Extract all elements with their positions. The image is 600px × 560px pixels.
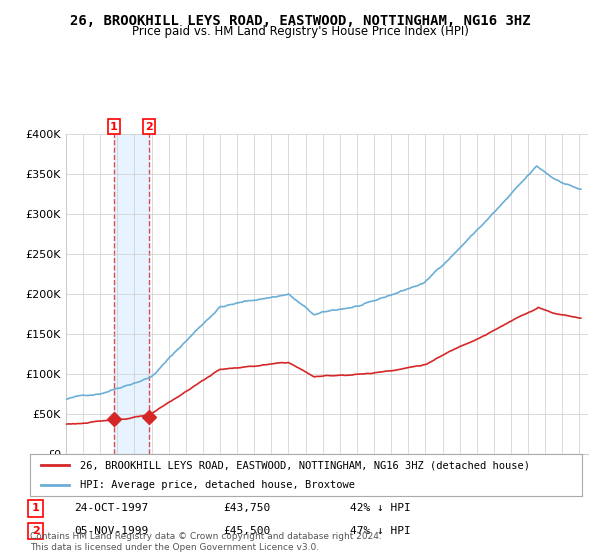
Text: HPI: Average price, detached house, Broxtowe: HPI: Average price, detached house, Brox… [80, 480, 355, 490]
Text: 42% ↓ HPI: 42% ↓ HPI [350, 503, 411, 513]
Bar [114, 134, 149, 454]
Text: 1: 1 [110, 122, 118, 132]
Text: £43,750: £43,750 [223, 503, 271, 513]
Text: Contains HM Land Registry data © Crown copyright and database right 2024.
This d: Contains HM Land Registry data © Crown c… [30, 532, 382, 552]
Text: 26, BROOKHILL LEYS ROAD, EASTWOOD, NOTTINGHAM, NG16 3HZ: 26, BROOKHILL LEYS ROAD, EASTWOOD, NOTTI… [70, 14, 530, 28]
Text: 05-NOV-1999: 05-NOV-1999 [74, 526, 148, 536]
Text: 2: 2 [32, 526, 40, 536]
Text: 2: 2 [145, 122, 153, 132]
Text: 1: 1 [32, 503, 40, 513]
Text: 26, BROOKHILL LEYS ROAD, EASTWOOD, NOTTINGHAM, NG16 3HZ (detached house): 26, BROOKHILL LEYS ROAD, EASTWOOD, NOTTI… [80, 460, 530, 470]
Text: 47% ↓ HPI: 47% ↓ HPI [350, 526, 411, 536]
Text: Price paid vs. HM Land Registry's House Price Index (HPI): Price paid vs. HM Land Registry's House … [131, 25, 469, 38]
Text: £45,500: £45,500 [223, 526, 271, 536]
Text: 24-OCT-1997: 24-OCT-1997 [74, 503, 148, 513]
